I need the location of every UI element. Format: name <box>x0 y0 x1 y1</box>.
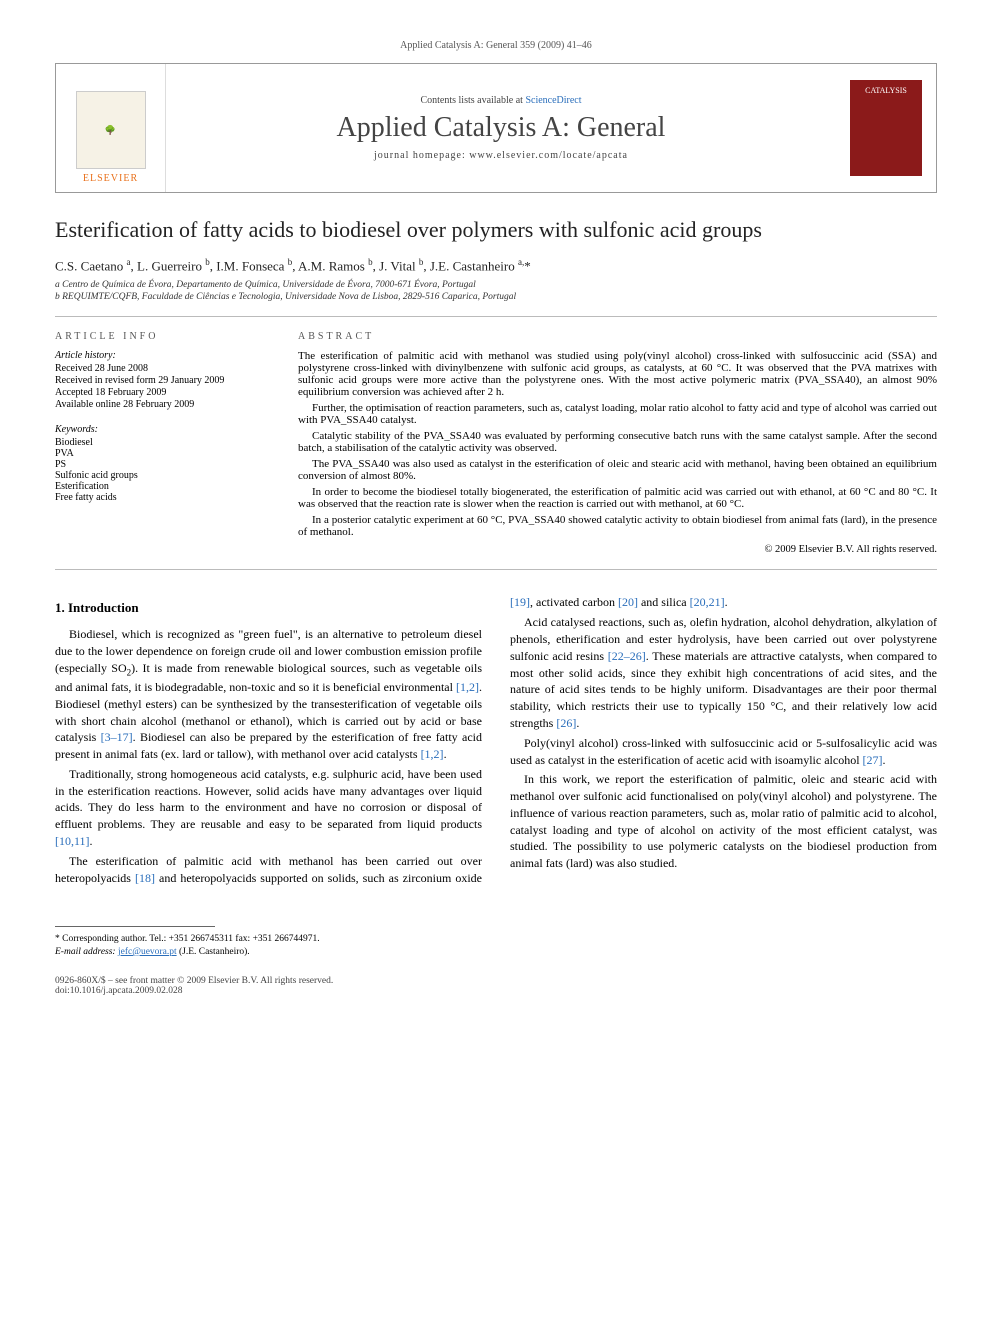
body-para: In this work, we report the esterificati… <box>510 771 937 872</box>
divider <box>55 316 937 317</box>
body-columns: 1. Introduction Biodiesel, which is reco… <box>55 594 937 886</box>
history-line: Received 28 June 2008 <box>55 363 270 374</box>
email-owner: (J.E. Castanheiro). <box>179 947 250 957</box>
abstract-block: ABSTRACT The esterification of palmitic … <box>298 331 937 555</box>
page-footer: 0926-860X/$ – see front matter © 2009 El… <box>55 976 937 996</box>
abstract-label: ABSTRACT <box>298 331 937 342</box>
keyword: PVA <box>55 448 270 459</box>
abstract-para: The esterification of palmitic acid with… <box>298 350 937 398</box>
body-para: Acid catalysed reactions, such as, olefi… <box>510 614 937 732</box>
history-line: Available online 28 February 2009 <box>55 399 270 410</box>
corr-email-link[interactable]: jefc@uevora.pt <box>118 947 177 957</box>
keyword: Esterification <box>55 481 270 492</box>
body-para: Biodiesel, which is recognized as "green… <box>55 626 482 763</box>
abstract-copyright: © 2009 Elsevier B.V. All rights reserved… <box>298 544 937 555</box>
affiliation-a: a Centro de Química de Évora, Departamen… <box>55 280 937 290</box>
body-para: Poly(vinyl alcohol) cross-linked with su… <box>510 735 937 769</box>
abstract-para: Further, the optimisation of reaction pa… <box>298 402 937 426</box>
affiliation-b: b REQUIMTE/CQFB, Faculdade de Ciências e… <box>55 292 937 302</box>
history-label: Article history: <box>55 350 270 361</box>
authors-line: C.S. Caetano a, L. Guerreiro b, I.M. Fon… <box>55 257 937 274</box>
journal-name: Applied Catalysis A: General <box>337 112 666 144</box>
article-info-label: ARTICLE INFO <box>55 331 270 342</box>
publisher-logo-block: 🌳 ELSEVIER <box>56 64 166 192</box>
email-label: E-mail address: <box>55 947 116 957</box>
running-header: Applied Catalysis A: General 359 (2009) … <box>55 40 937 51</box>
section-heading-introduction: 1. Introduction <box>55 600 482 616</box>
article-title: Esterification of fatty acids to biodies… <box>55 217 937 243</box>
masthead-center: Contents lists available at ScienceDirec… <box>166 64 836 192</box>
journal-cover-thumb: CATALYSIS <box>850 80 922 176</box>
keyword: PS <box>55 459 270 470</box>
keyword: Free fatty acids <box>55 492 270 503</box>
abstract-para: The PVA_SSA40 was also used as catalyst … <box>298 458 937 482</box>
corresponding-author-footnote: * Corresponding author. Tel.: +351 26674… <box>55 933 937 958</box>
contents-text: Contents lists available at <box>420 95 525 106</box>
elsevier-tree-icon: 🌳 <box>76 91 146 169</box>
article-info-block: ARTICLE INFO Article history: Received 2… <box>55 331 270 555</box>
keyword: Biodiesel <box>55 437 270 448</box>
abstract-para: In order to become the biodiesel totally… <box>298 486 937 510</box>
abstract-para: Catalytic stability of the PVA_SSA40 was… <box>298 430 937 454</box>
keywords-label: Keywords: <box>55 424 270 435</box>
sciencedirect-link[interactable]: ScienceDirect <box>525 95 581 106</box>
publisher-name: ELSEVIER <box>83 173 138 184</box>
journal-homepage: journal homepage: www.elsevier.com/locat… <box>374 150 628 161</box>
cover-thumb-block: CATALYSIS <box>836 64 936 192</box>
history-line: Accepted 18 February 2009 <box>55 387 270 398</box>
masthead: 🌳 ELSEVIER Contents lists available at S… <box>55 63 937 193</box>
abstract-para: In a posterior catalytic experiment at 6… <box>298 514 937 538</box>
keyword: Sulfonic acid groups <box>55 470 270 481</box>
history-line: Received in revised form 29 January 2009 <box>55 375 270 386</box>
contents-line: Contents lists available at ScienceDirec… <box>420 95 581 106</box>
doi-line: doi:10.1016/j.apcata.2009.02.028 <box>55 986 333 996</box>
body-para: Traditionally, strong homogeneous acid c… <box>55 766 482 850</box>
corr-author-line: * Corresponding author. Tel.: +351 26674… <box>55 933 937 945</box>
front-matter-line: 0926-860X/$ – see front matter © 2009 El… <box>55 976 333 986</box>
footnote-separator <box>55 926 215 927</box>
divider <box>55 569 937 570</box>
